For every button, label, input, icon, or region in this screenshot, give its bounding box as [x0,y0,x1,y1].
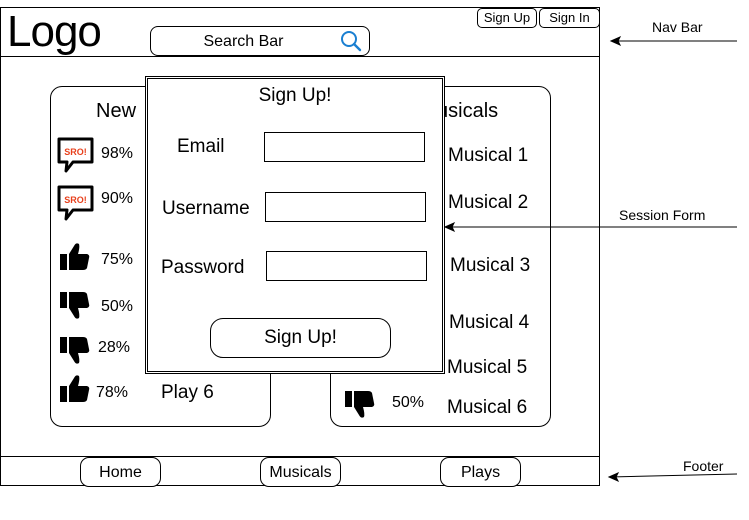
row-percent: 28% [98,339,131,356]
thumbs-up-icon [59,374,91,409]
email-field[interactable] [264,132,425,162]
sro-badge-text: SRO! [64,195,87,205]
footer-annotation: Footer [683,458,724,474]
footer-divider [0,456,600,457]
musical-3-link[interactable]: Musical 3 [450,255,531,276]
musicals-panel-heading: usicals [437,100,499,122]
username-label: Username [162,198,250,219]
session-form-annotation: Session Form [619,207,706,223]
musical-2-link[interactable]: Musical 2 [448,192,529,213]
musical-5-link[interactable]: Musical 5 [447,357,528,378]
footer-home-button[interactable]: Home [80,457,161,487]
row-percent: 78% [96,384,129,401]
search-icon[interactable] [339,29,363,58]
nav-divider [0,56,600,57]
search-placeholder: Search Bar [203,33,284,50]
email-label: Email [177,136,225,157]
password-label: Password [161,257,245,278]
sro-badge-text: SRO! [64,147,87,157]
sign-up-button[interactable]: Sign Up [477,8,537,28]
new-panel-heading: New [96,100,137,122]
thumbs-down-icon [59,290,91,325]
musical-4-link[interactable]: Musical 4 [449,312,530,333]
thumbs-up-icon [59,242,91,277]
nav-bar-annotation: Nav Bar [652,19,703,35]
footer-plays-button[interactable]: Plays [440,457,521,487]
play-6-link[interactable]: Play 6 [161,382,214,403]
logo[interactable]: Logo [7,7,102,56]
signup-submit-button[interactable]: Sign Up! [210,318,391,358]
footer-musicals-button[interactable]: Musicals [260,457,341,487]
row-percent: 50% [101,298,134,315]
sro-speech-bubble-icon: SRO! [56,136,96,179]
row-percent: 90% [101,190,134,207]
musical-1-link[interactable]: Musical 1 [448,145,529,166]
sro-speech-bubble-icon: SRO! [56,184,96,227]
sign-in-button[interactable]: Sign In [539,8,600,28]
signup-modal [145,76,445,374]
row-percent: 75% [101,251,134,268]
search-bar[interactable]: Search Bar [150,26,370,56]
username-field[interactable] [265,192,426,222]
thumbs-down-icon [59,335,91,370]
thumbs-down-icon [344,389,376,424]
row-percent: 98% [101,145,134,162]
password-field[interactable] [266,251,427,281]
row-percent: 50% [392,394,425,411]
musical-6-link[interactable]: Musical 6 [447,397,528,418]
modal-title: Sign Up! [258,85,332,106]
